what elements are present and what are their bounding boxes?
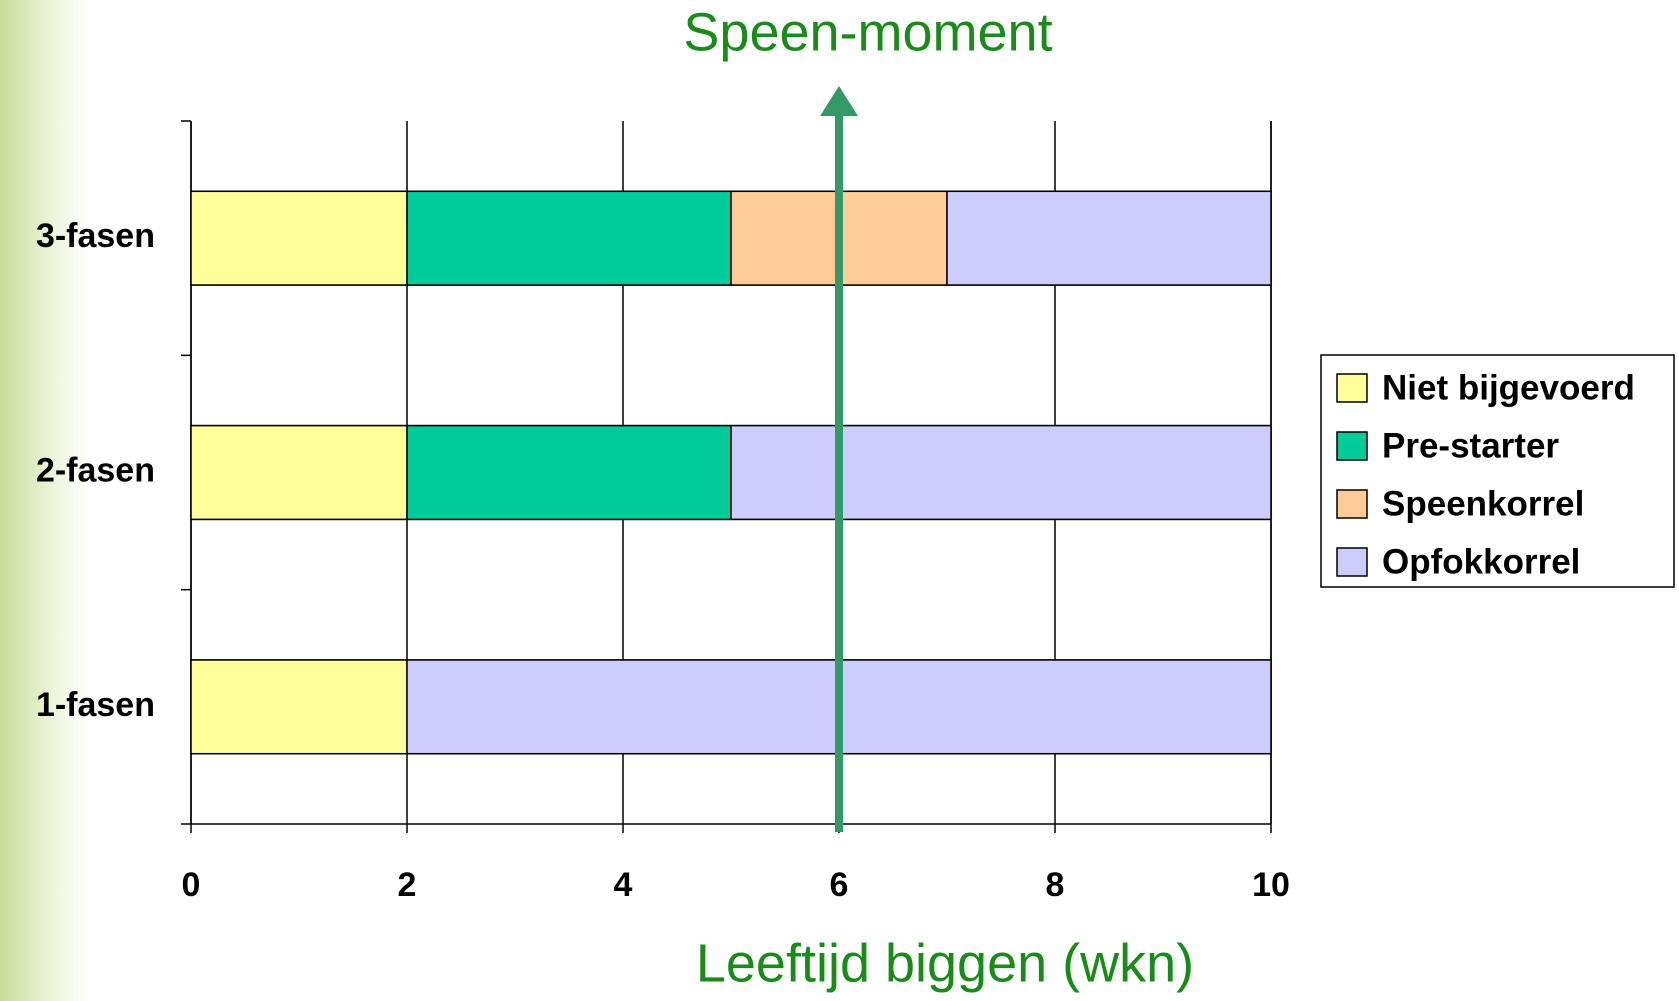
x-tick-label: 2 [398,866,417,904]
legend-swatch [1336,373,1368,403]
legend-box [1320,354,1675,588]
y-tick-label: 3-fasen [36,217,155,255]
x-tick-label: 4 [614,866,633,904]
legend-label: Speenkorrel [1382,484,1584,523]
bar-segment [406,190,732,286]
y-tick-label: 1-fasen [36,686,155,724]
annotation-arrowhead [820,86,858,116]
legend-label: Niet bijgevoerd [1382,368,1635,407]
y-tick-label: 2-fasen [36,451,155,489]
x-tick-label: 0 [182,866,201,904]
legend-label: Opfokkorrel [1382,542,1580,581]
legend-label: Pre-starter [1382,426,1559,465]
bar-segment [406,424,732,521]
background-strip [0,0,90,1001]
legend-swatch [1336,431,1368,461]
bar-segment [190,190,408,286]
x-tick-label: 10 [1252,866,1290,904]
bar-segment [190,659,408,755]
x-tick-label: 8 [1046,866,1065,904]
bar-segment [946,190,1272,286]
bar-segment [730,424,1272,521]
x-tick-label: 6 [830,866,849,904]
legend-swatch [1336,547,1368,577]
bar-segment [190,424,408,521]
annotation-text: Speen-moment [683,2,1052,62]
x-axis-label: Leeftijd biggen (wkn) [696,933,1194,993]
legend-swatch [1336,489,1368,519]
